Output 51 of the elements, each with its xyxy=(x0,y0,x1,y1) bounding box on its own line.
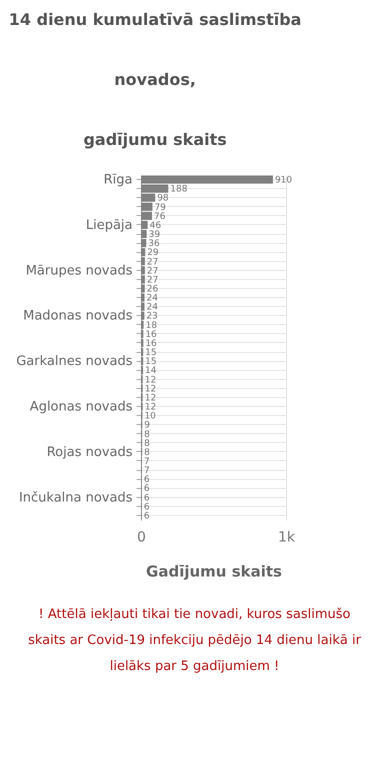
y-tick-label: Garkalnes novads xyxy=(16,354,133,370)
x-tick-label: 0 xyxy=(137,530,146,546)
y-tick-label: Madonas novads xyxy=(23,308,133,324)
data-label: 12 xyxy=(144,393,156,404)
data-label: 6 xyxy=(144,475,150,486)
data-label: 12 xyxy=(144,375,156,386)
data-label: 8 xyxy=(144,438,150,449)
data-label: 16 xyxy=(145,338,158,349)
data-label: 39 xyxy=(148,230,160,240)
data-label: 27 xyxy=(146,266,158,276)
y-tick-label: Liepāja xyxy=(86,218,132,233)
y-tick-label: Inčukalna novads xyxy=(18,490,133,506)
data-label: 6 xyxy=(144,502,150,512)
data-label: 188 xyxy=(170,184,188,195)
data-label: 7 xyxy=(144,466,150,476)
data-label: 29 xyxy=(147,248,159,258)
data-label: 10 xyxy=(144,412,156,422)
x-tick-label: 1k xyxy=(278,530,296,546)
data-label: 98 xyxy=(157,194,169,204)
data-label: 16 xyxy=(145,330,158,340)
data-label: 26 xyxy=(146,284,158,294)
data-label: 15 xyxy=(145,357,157,368)
data-label: 6 xyxy=(144,493,150,504)
data-label: 7 xyxy=(144,456,150,467)
data-label: 36 xyxy=(148,239,160,250)
text: ! Attēlā iekļauti tikai tie novadi, kuros saslimušo skaits ar Covid-19 infekciju pēdējo 14 dienu laikā ir lielāks par 5 gadījumiem ! xyxy=(27,606,362,676)
y-tick-label: Aglonas novads xyxy=(30,400,133,415)
data-label: 18 xyxy=(146,320,158,331)
chart-title: 14 dienu kumulatīvā saslimstība novados, gadījumu skaits xyxy=(8,10,302,150)
data-label: 9 xyxy=(144,420,150,431)
data-label: 79 xyxy=(154,202,166,213)
data-label: 6 xyxy=(144,511,150,522)
data-label: 6 xyxy=(144,484,150,494)
data-label: 27 xyxy=(146,257,158,268)
data-label: 76 xyxy=(154,212,166,222)
y-tick-label: Rīga xyxy=(104,172,132,188)
data-label: 46 xyxy=(150,220,162,231)
data-label: 15 xyxy=(145,348,157,358)
y-tick-label: Mārupes novads xyxy=(26,263,133,278)
data-label: 12 xyxy=(144,384,156,394)
y-tick-label: Rojas novads xyxy=(46,444,133,460)
data-label: 14 xyxy=(145,366,157,376)
data-label: 12 xyxy=(144,402,156,413)
data-label: 910 xyxy=(274,176,292,186)
data-label: 8 xyxy=(144,430,150,440)
data-label: 24 xyxy=(146,302,158,313)
data-label: 8 xyxy=(144,448,150,458)
data-label: 23 xyxy=(146,312,158,322)
x-axis-title: Gadījumu skaits xyxy=(146,562,282,580)
data-label: 24 xyxy=(146,294,158,304)
data-label: 27 xyxy=(146,275,158,286)
